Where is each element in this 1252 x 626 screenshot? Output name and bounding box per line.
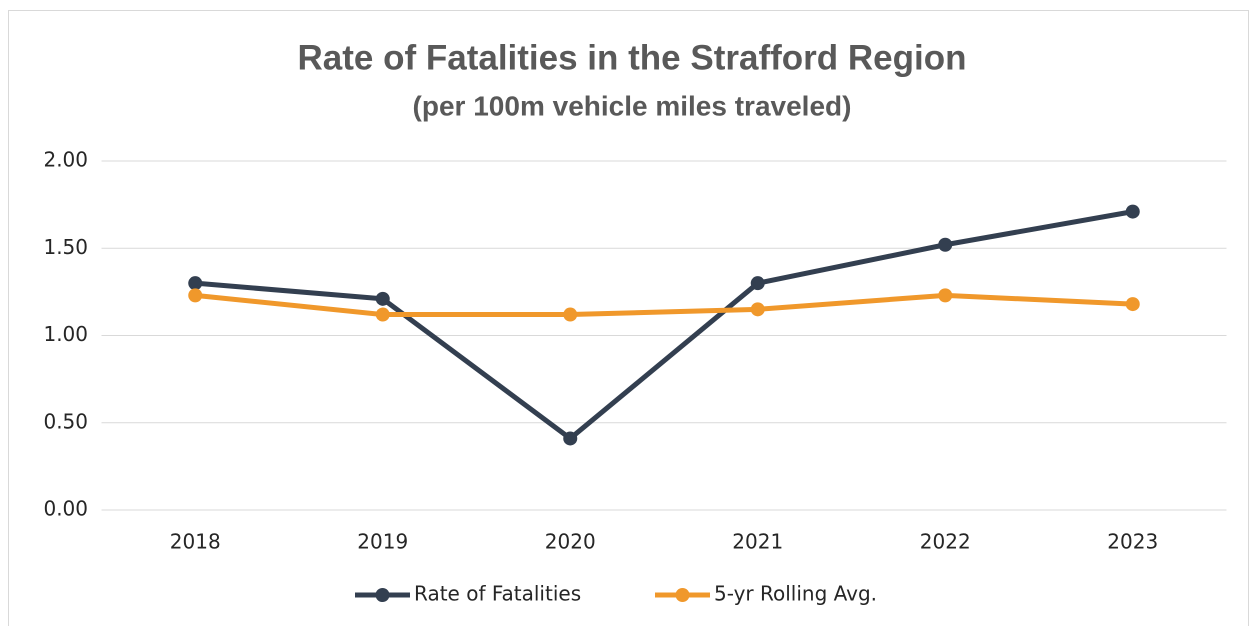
legend-marker xyxy=(375,588,390,602)
data-point xyxy=(563,431,578,446)
x-tick-label: 2019 xyxy=(357,530,408,554)
x-tick-label: 2020 xyxy=(545,530,596,554)
x-tick-label: 2018 xyxy=(170,530,221,554)
x-tick-label: 2022 xyxy=(920,530,971,554)
x-tick-label: 2023 xyxy=(1107,530,1158,554)
data-point xyxy=(1125,297,1140,312)
data-point xyxy=(750,302,765,317)
data-point xyxy=(563,307,578,322)
data-point xyxy=(750,276,765,291)
data-point xyxy=(1125,204,1140,219)
data-point xyxy=(938,237,953,252)
legend-label: 5-yr Rolling Avg. xyxy=(714,582,877,606)
y-tick-label: 2.00 xyxy=(43,148,88,172)
data-point xyxy=(938,288,953,303)
x-tick-label: 2021 xyxy=(732,530,783,554)
chart-subtitle: (per 100m vehicle miles traveled) xyxy=(413,90,852,121)
data-point xyxy=(188,288,203,303)
y-tick-label: 0.50 xyxy=(43,409,88,433)
y-tick-label: 1.00 xyxy=(43,322,88,346)
legend-marker xyxy=(675,588,690,602)
series-line xyxy=(194,292,1133,318)
legend-label: Rate of Fatalities xyxy=(414,582,581,606)
data-point xyxy=(375,307,390,322)
data-point xyxy=(375,291,390,306)
y-tick-label: 0.00 xyxy=(43,497,88,521)
chart-title: Rate of Fatalities in the Strafford Regi… xyxy=(298,38,967,77)
y-tick-label: 1.50 xyxy=(43,235,88,259)
data-point xyxy=(188,276,203,291)
chart-border xyxy=(8,10,1249,626)
series-line xyxy=(195,209,1134,441)
